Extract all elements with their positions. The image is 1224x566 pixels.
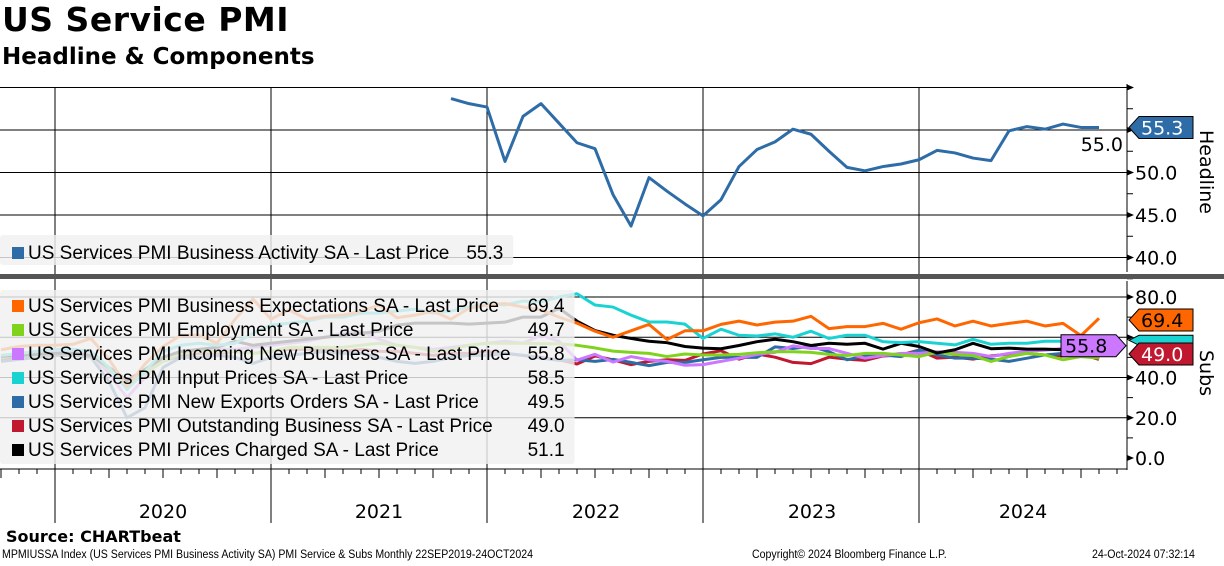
tick-arrow <box>1127 254 1134 261</box>
chart-title: US Service PMI <box>2 0 290 39</box>
headline-axis-title: Headline <box>1195 130 1217 214</box>
headline-legend-box <box>0 235 514 265</box>
tick-arrow <box>1127 84 1134 91</box>
tag-shape <box>1060 334 1127 358</box>
legend-last-value: 51.1 <box>528 440 565 461</box>
legend-label: US Services PMI Outstanding Business SA … <box>28 416 493 437</box>
legend-label: US Services PMI Incoming New Business SA… <box>28 344 511 365</box>
legend-label: US Services PMI Employment SA - Last Pri… <box>28 320 413 341</box>
subs-tick-label: 20.0 <box>1135 408 1177 430</box>
legend-last-value: 49.7 <box>528 320 565 341</box>
subs-legend-box <box>0 290 575 464</box>
tag-shape <box>1128 342 1194 366</box>
panel-separator <box>0 274 1224 279</box>
source-label: Source: CHARTbeat <box>6 527 181 546</box>
legend-swatch <box>12 444 24 456</box>
business-expectations-tag: 69.4 <box>1128 308 1194 332</box>
outstanding-business-tag: 49.0 <box>1128 342 1194 366</box>
headline-tick-label: 40.0 <box>1135 248 1177 270</box>
headline-tick-label: 50.0 <box>1135 163 1177 185</box>
tag-value: 55.8 <box>1065 336 1107 358</box>
tag-shape <box>1128 115 1194 139</box>
tick-arrow <box>1127 414 1134 421</box>
legend-swatch <box>12 247 24 259</box>
legend-swatch <box>12 372 24 384</box>
tick-arrow <box>1127 127 1134 133</box>
legend-last-value: 49.0 <box>528 416 565 437</box>
subs-tick-label: 40.0 <box>1135 368 1177 390</box>
legend-last-value: 58.5 <box>528 368 565 389</box>
year-label: 2020 <box>139 501 187 523</box>
legend-label: US Services PMI Input Prices SA - Last P… <box>28 368 408 389</box>
headline-last-value-tag: 55.3 <box>1128 115 1194 139</box>
legend-swatch <box>12 324 24 336</box>
legend-last-value: 69.4 <box>528 296 565 317</box>
tick-arrow <box>1127 212 1134 218</box>
subs-tick-label: 0.0 <box>1135 448 1165 470</box>
legend-swatch <box>12 420 24 432</box>
tag-value: 49.0 <box>1141 344 1183 366</box>
legend-last-value: 49.5 <box>528 392 565 413</box>
tick-arrow <box>1127 294 1134 300</box>
chart-subtitle: Headline & Components <box>2 44 315 70</box>
legend-swatch <box>12 396 24 408</box>
legend-label: US Services PMI New Exports Orders SA - … <box>28 392 479 413</box>
legend-label: US Services PMI Business Activity SA - L… <box>28 243 449 264</box>
year-label: 2024 <box>999 501 1047 523</box>
tick-arrow <box>1127 455 1134 461</box>
incoming-business-tag: 55.8 <box>1060 334 1127 358</box>
subs-axis-title: Subs <box>1195 350 1217 396</box>
legend-label: US Services PMI Business Expectations SA… <box>28 296 499 317</box>
subs-tick-label: 80.0 <box>1135 287 1177 309</box>
tag-value: 55.3 <box>1141 117 1183 139</box>
legend-last-value: 55.8 <box>528 344 565 365</box>
legend-last-value: 55.3 <box>466 243 503 264</box>
tick-arrow <box>1127 374 1134 381</box>
legend-swatch <box>12 300 24 312</box>
headline-tick-label: 55.0 <box>1081 134 1123 156</box>
tick-arrow <box>1127 169 1134 176</box>
footer-timestamp: 24-Oct-2024 07:32:14 <box>1092 549 1195 561</box>
headline-series-line <box>450 97 1099 228</box>
year-label: 2023 <box>788 501 836 523</box>
footer-ticker: MPMIUSSA Index (US Services PMI Business… <box>2 549 533 561</box>
year-label: 2021 <box>355 501 403 523</box>
legend-label: US Services PMI Prices Charged SA - Last… <box>28 440 439 461</box>
headline-tick-label: 45.0 <box>1135 205 1177 227</box>
tag-value: 69.4 <box>1141 310 1183 332</box>
legend-swatch <box>12 348 24 360</box>
footer-copyright: Copyright© 2024 Bloomberg Finance L.P. <box>752 549 947 561</box>
tag-shape <box>1128 308 1194 332</box>
year-label: 2022 <box>572 501 620 523</box>
tick-arrow <box>1127 334 1134 341</box>
